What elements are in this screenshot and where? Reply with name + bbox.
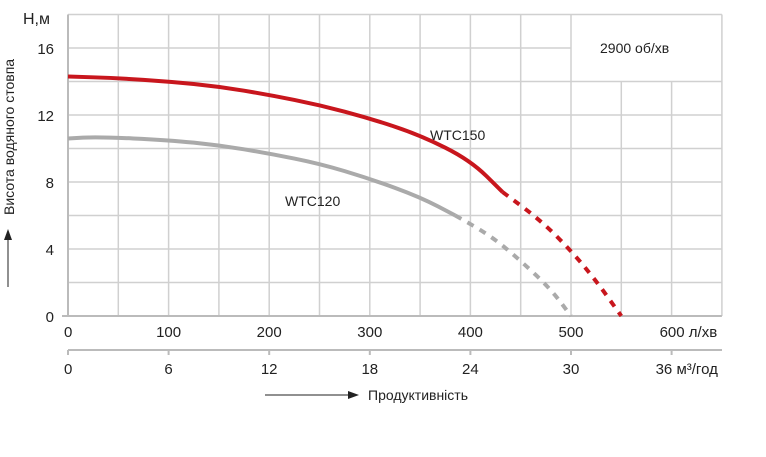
- y-tick-label: 4: [46, 242, 54, 259]
- x-tick-label: 400: [458, 324, 483, 341]
- x-tick-label: 500: [558, 324, 583, 341]
- y-axis-title: Висота водяного стовпа: [1, 59, 17, 215]
- curves: [67, 74, 623, 318]
- x-tick-label: 100: [156, 324, 181, 341]
- y-tick-label: 12: [37, 108, 54, 125]
- x2-tick-label: 36 м³/год: [656, 361, 718, 378]
- y-unit-label: H,м: [23, 11, 50, 28]
- labels: 0 4 8 12 16 0 100 200 300 400 500 600 л/хв 0 6 12 18 24 3…: [37, 41, 718, 378]
- x-axis-title: Продуктивність: [368, 387, 468, 403]
- x2-tick-label: 24: [462, 361, 479, 378]
- series-label-wtc150: WTC150: [430, 127, 485, 143]
- x-tick-label: 300: [357, 324, 382, 341]
- y-tick-label: 16: [37, 41, 54, 58]
- x-tick-label: 200: [257, 324, 282, 341]
- curve-wtc150-solid: [67, 74, 504, 194]
- curve-wtc120-solid: [67, 135, 457, 218]
- y-arrow-head: [4, 229, 12, 240]
- x2-tick-label: 30: [563, 361, 580, 378]
- curve-wtc120-dashed: [454, 213, 573, 318]
- x-arrow-head: [348, 391, 359, 399]
- series-label-wtc120: WTC120: [285, 193, 340, 209]
- annotation-speed: 2900 об/хв: [600, 40, 669, 56]
- x2-tick-label: 0: [64, 361, 72, 378]
- grid: [62, 13, 723, 317]
- x2-tick-label: 6: [164, 361, 172, 378]
- x-tick-label: 0: [64, 324, 72, 341]
- x-tick-label: 600 л/хв: [660, 324, 718, 341]
- x2-tick-label: 18: [361, 361, 378, 378]
- y-tick-label: 0: [46, 309, 54, 326]
- x2-tick-label: 12: [261, 361, 278, 378]
- y-tick-label: 8: [46, 175, 54, 192]
